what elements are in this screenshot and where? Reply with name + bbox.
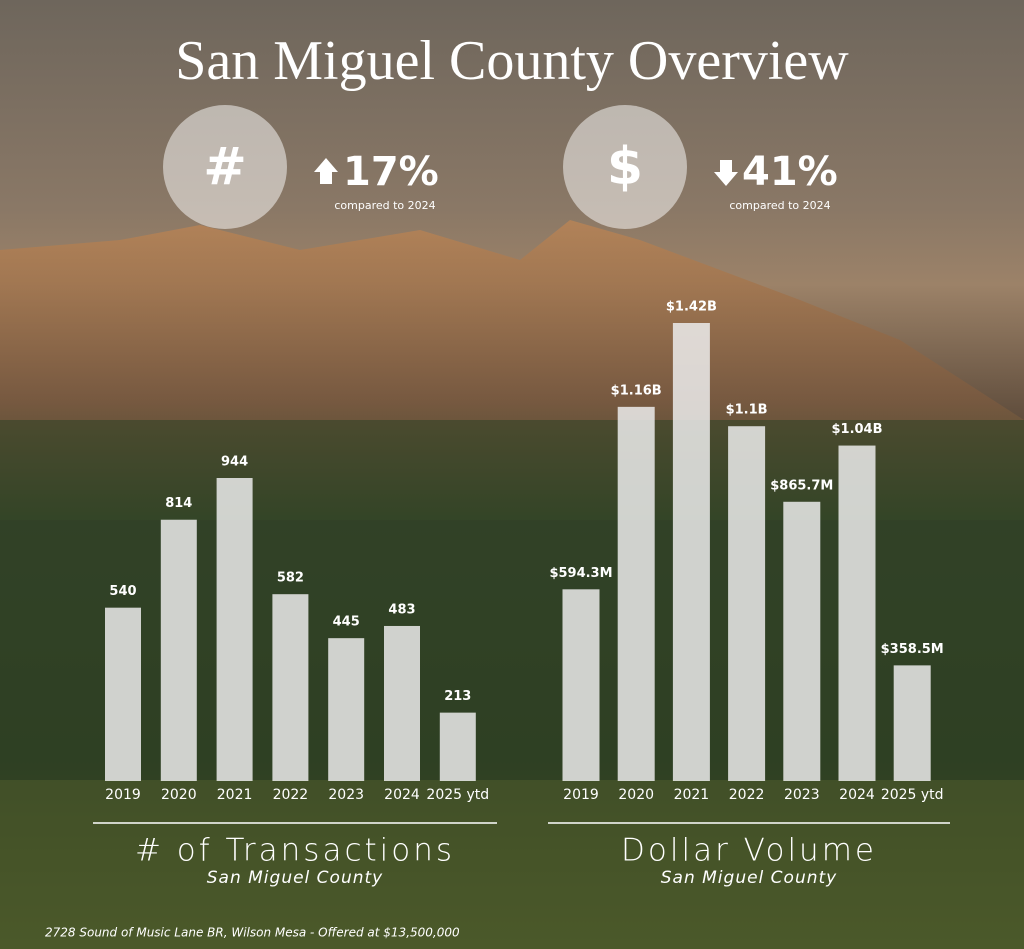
stat-icon: $ — [607, 137, 643, 197]
stat-change: 17% — [343, 149, 439, 195]
x-tick-label: 2021 — [217, 787, 253, 803]
bar — [672, 323, 710, 781]
value-label: 213 — [444, 689, 471, 704]
meadow — [0, 780, 1024, 949]
value-label: 483 — [388, 602, 415, 617]
x-tick-label: 2022 — [729, 787, 765, 803]
bar — [384, 625, 420, 781]
stat-icon: # — [203, 137, 247, 197]
value-label: 814 — [165, 496, 192, 511]
value-label: $1.04B — [831, 422, 882, 437]
bar — [562, 589, 600, 781]
bar — [893, 665, 931, 781]
stat-change: 41% — [742, 149, 838, 195]
stat-note: compared to 2024 — [334, 199, 435, 212]
x-tick-label: 2020 — [161, 787, 197, 803]
page-title: San Miguel County Overview — [175, 30, 849, 92]
value-label: 944 — [221, 455, 248, 470]
chart-subtitle: San Miguel County — [207, 868, 383, 888]
bar — [105, 607, 141, 781]
bar — [617, 406, 655, 781]
chart-title: Dollar Volume — [621, 833, 877, 869]
bar — [728, 426, 766, 781]
value-label: $1.42B — [666, 300, 717, 315]
x-tick-label: 2025 ytd — [426, 787, 489, 803]
value-label: $1.16B — [611, 383, 662, 398]
value-label: 582 — [277, 571, 304, 586]
chart-subtitle: San Miguel County — [661, 868, 837, 888]
x-tick-label: 2022 — [273, 787, 309, 803]
bar — [272, 594, 309, 781]
x-tick-label: 2019 — [105, 787, 141, 803]
stat-circle — [163, 105, 287, 229]
x-tick-label: 2025 ytd — [881, 787, 944, 803]
down-arrow — [714, 160, 738, 186]
bar — [328, 638, 365, 781]
stat-circle — [563, 105, 687, 229]
value-label: 540 — [109, 584, 136, 599]
value-label: 445 — [333, 615, 360, 630]
x-tick-label: 2024 — [384, 787, 420, 803]
x-tick-label: 2019 — [563, 787, 599, 803]
stat-note: compared to 2024 — [729, 199, 830, 212]
bar — [160, 519, 197, 781]
x-tick-label: 2023 — [784, 787, 820, 803]
footer: 2728 Sound of Music Lane BR, Wilson Mesa… — [45, 926, 460, 940]
value-label: $1.1B — [726, 403, 768, 418]
chart-title: # of Transactions — [135, 833, 455, 869]
value-label: $594.3M — [549, 566, 612, 581]
x-tick-label: 2020 — [618, 787, 654, 803]
value-label: $358.5M — [881, 642, 944, 657]
bar — [216, 478, 253, 781]
x-tick-label: 2021 — [674, 787, 710, 803]
bar — [838, 445, 876, 781]
value-label: $865.7M — [770, 478, 833, 493]
bar — [783, 501, 821, 781]
bar — [439, 712, 476, 781]
up-arrow — [314, 158, 338, 184]
x-tick-label: 2024 — [839, 787, 875, 803]
x-tick-label: 2023 — [328, 787, 364, 803]
